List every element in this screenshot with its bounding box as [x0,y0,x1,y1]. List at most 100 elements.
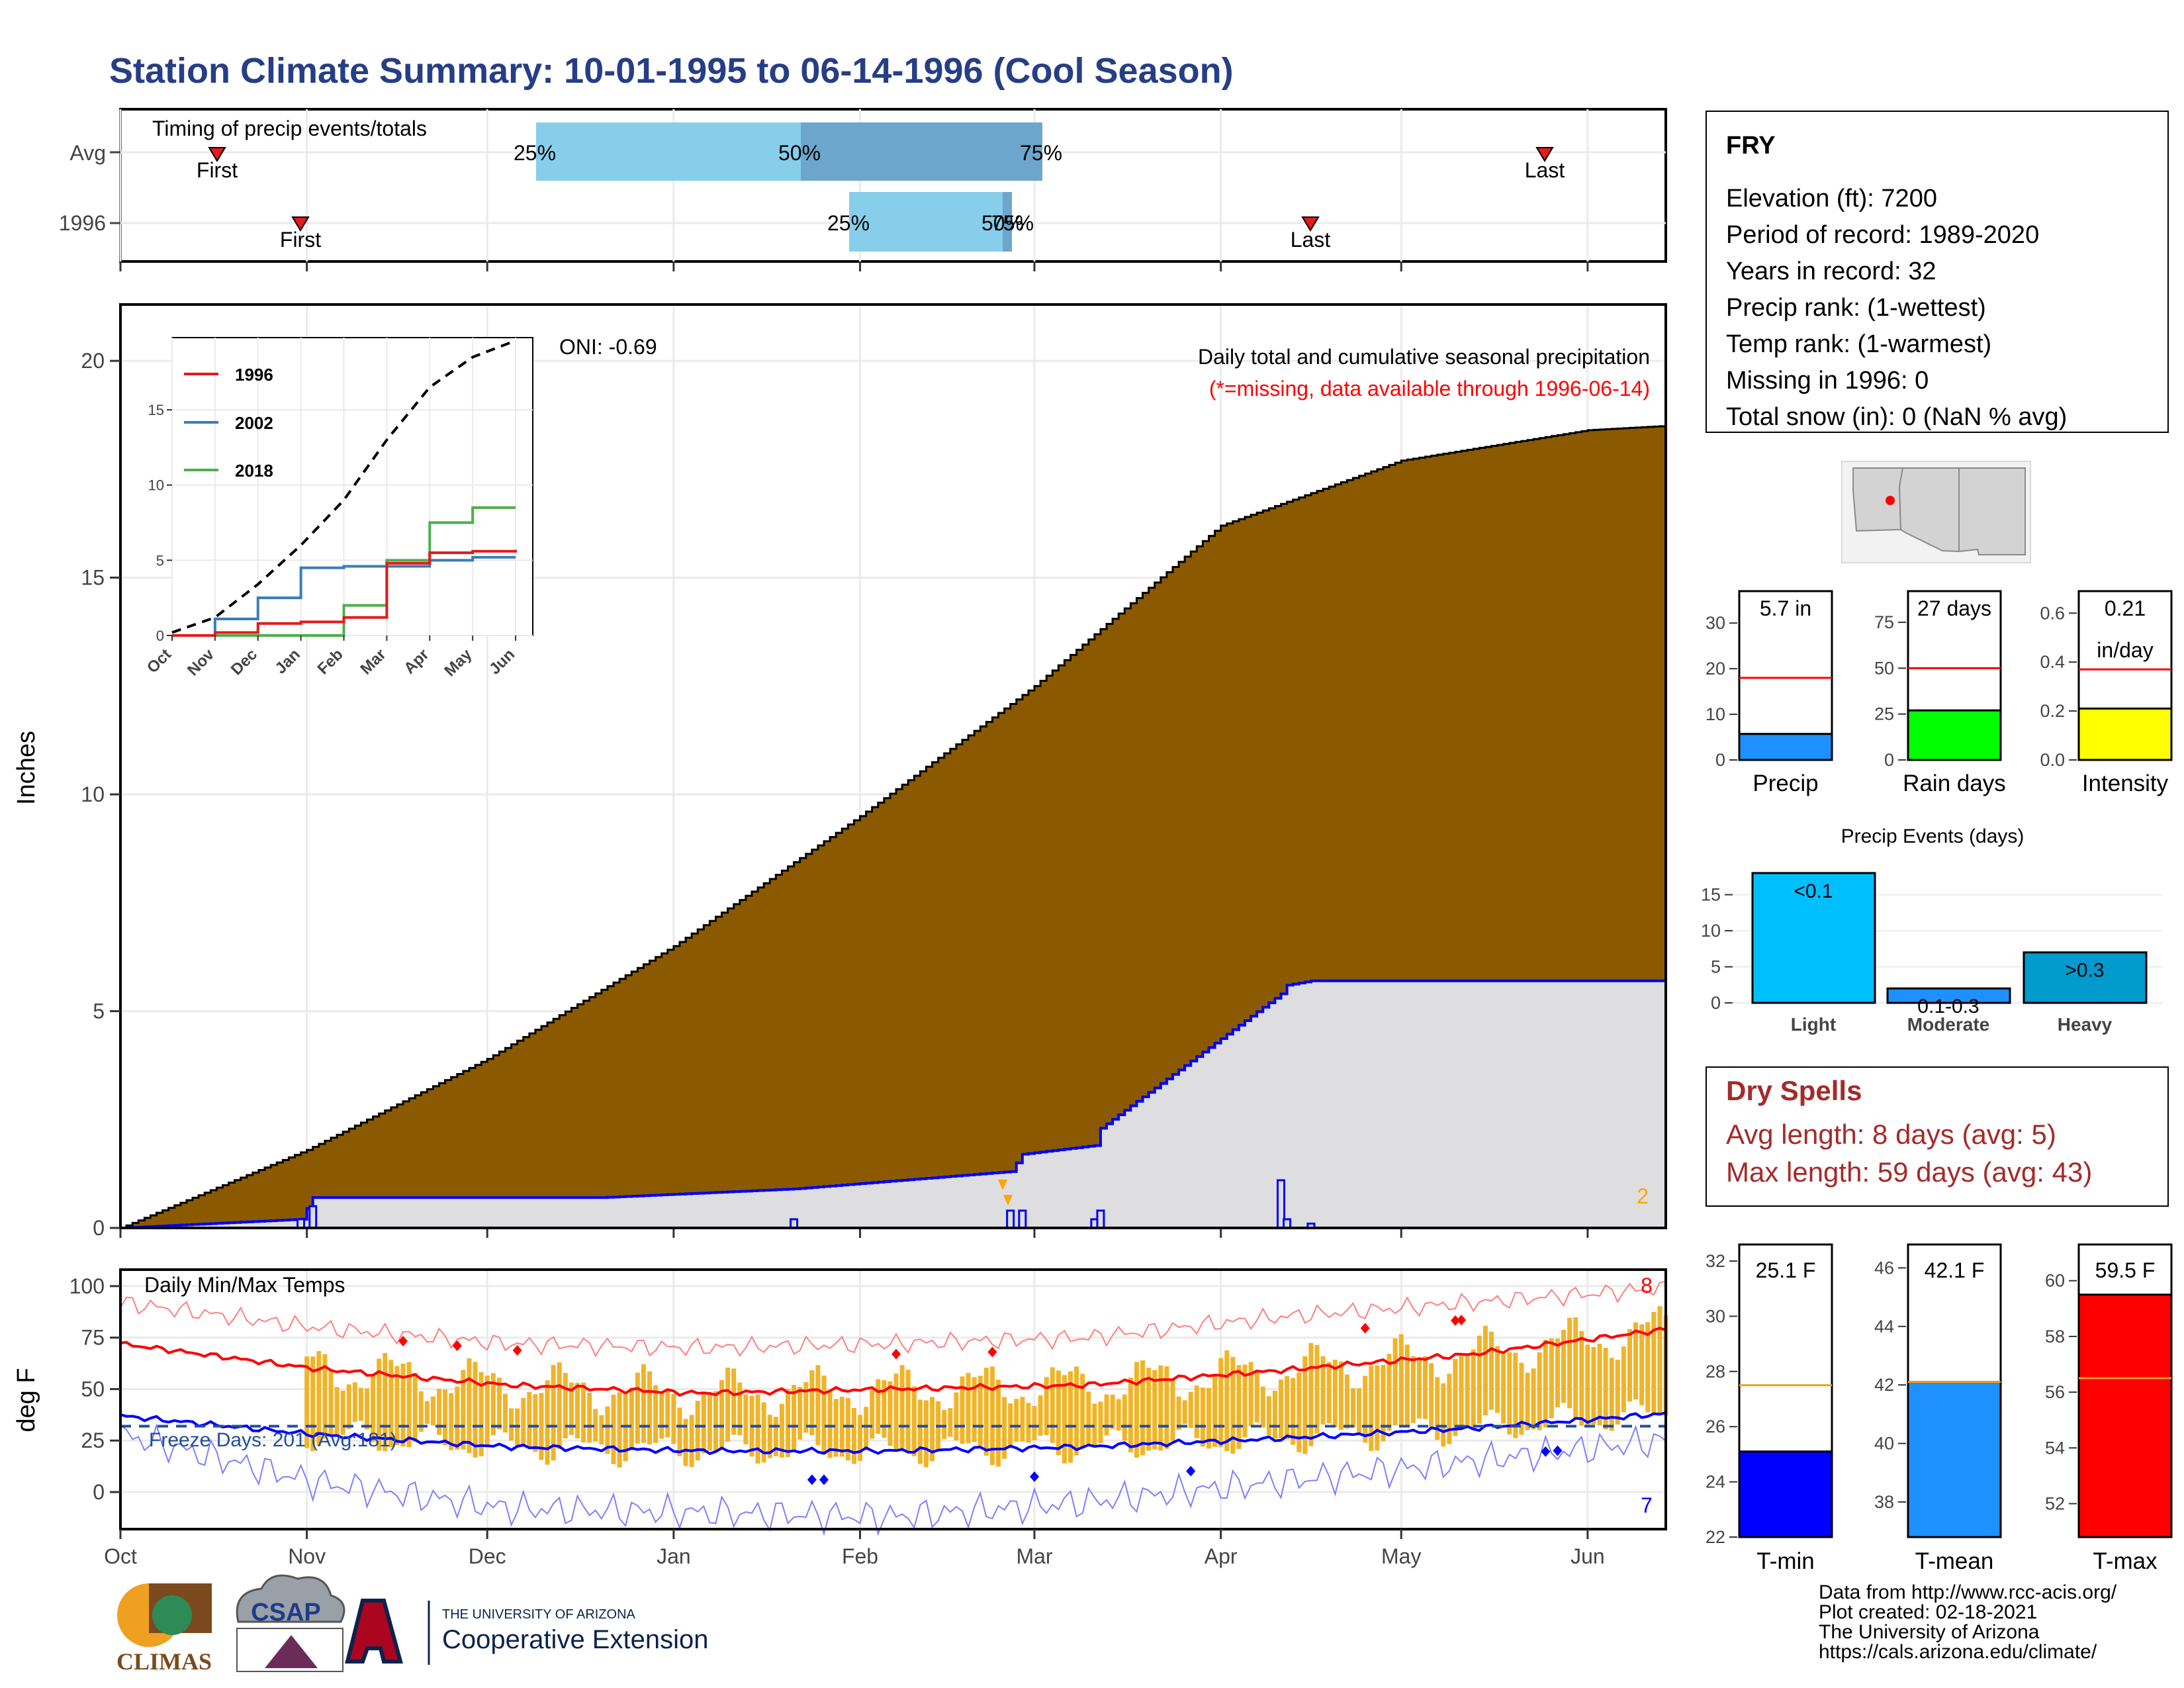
daily-temp-bar [1482,1325,1488,1416]
precip-events-chart: Precip Events (days) <0.1 0.1-0.3 >0.3 0 5 1… [1701,825,2163,1035]
daily-temp-bar [1326,1362,1332,1424]
daily-temp-bar [383,1352,388,1452]
daily-temp-bar [521,1397,526,1448]
climas-logo-text: CLIMAS [116,1648,212,1675]
daily-temp-bar [821,1376,827,1455]
daily-temp-bar [653,1385,659,1443]
daily-temp-bar [870,1389,875,1439]
daily-temp-bar [1236,1365,1242,1449]
daily-temp-bar [424,1401,430,1425]
daily-temp-bar [1621,1346,1626,1413]
record-low-marker [1186,1466,1196,1477]
temp-x-tick-label: Apr [1205,1544,1238,1568]
daily-temp-bar [1206,1387,1211,1449]
temp-bottom-count: 7 [1641,1493,1653,1517]
daily-temp-bar [1285,1376,1290,1440]
daily-temp-bar [887,1381,893,1446]
summary-bar-value [2077,707,2173,761]
daily-temp-bar [490,1373,496,1436]
station-location-dot [1886,496,1895,505]
season-cumulative-area [120,979,1667,1229]
station-line-1: Elevation (ft): 7200 [1726,185,1937,212]
timing-1996-last-label: Last [1291,228,1331,252]
daily-temp-bar [1344,1374,1349,1429]
daily-temp-bar [1080,1374,1085,1449]
daily-temp-bar [1050,1367,1055,1443]
daily-temp-bar [502,1393,508,1433]
daily-temp-bar [725,1367,731,1442]
daily-temp-bar [1501,1354,1506,1424]
precip-events-bars: <0.1 0.1-0.3 >0.3 [1751,872,2148,1017]
ua-logo-small-text: THE UNIVERSITY OF ARIZONA [442,1607,636,1622]
daily-temp-bar [1369,1366,1374,1451]
summary-y-tick-label: 10 [1706,704,1725,724]
timing-avg-p25: 25% [514,141,556,165]
precip-missing-note: (*=missing, data available through 1996-… [1209,377,1650,400]
daily-temp-bar [1134,1362,1139,1458]
summary-y-tick-label: 0.4 [2040,652,2065,672]
daily-temp-bar [1122,1394,1127,1441]
summary-bar-value-label-2: in/day [2097,638,2153,662]
daily-temp-bar [1573,1317,1578,1419]
temp-panel-frame [119,1268,1667,1530]
daily-temp-bar [1254,1370,1259,1423]
temp-x-axis: Oct Nov Dec Jan Feb Mar Apr May Jun [104,1529,1605,1568]
timing-panel: Timing of precip events/totals Avg 1996 … [59,108,1667,271]
precip-events-bar-label: 0.1-0.3 [1917,996,1979,1017]
summary-bar-category-label: Rain days [1903,771,2006,796]
daily-temp-bar [917,1399,923,1464]
temp-summary-y-tick-label: 40 [1874,1434,1894,1454]
summary-y-tick-label: 75 [1874,612,1894,632]
daily-temp-bar [1086,1391,1091,1447]
state-new-mexico-shape [1958,467,2026,555]
summary-bar-category-label: Intensity [2082,771,2169,796]
record-max-line [120,1280,1666,1358]
climas-logo: CLIMAS [116,1583,212,1675]
daily-temp-bar [581,1382,586,1443]
daily-temp-bar [358,1387,363,1421]
daily-temp-bar [1176,1396,1181,1430]
temp-summary-y-tick-label: 54 [2045,1438,2065,1458]
record-markers [398,1315,1563,1485]
daily-temp-bar [1447,1374,1452,1444]
timing-1996-last-marker [1301,216,1320,232]
timing-1996-p50: 50% [981,211,1024,235]
daily-temp-bar [461,1370,466,1450]
record-high-marker [452,1340,462,1351]
ua-logo: THE UNIVERSITY OF ARIZONA Cooperative Ex… [345,1599,708,1665]
ua-a-mark-icon [345,1599,403,1664]
summary-y-tick-label: 0 [1715,750,1725,770]
daily-temp-bar [1116,1399,1121,1431]
daily-temp-bars [304,1306,1668,1468]
daily-temp-bar [1104,1394,1109,1436]
precip-events-y-tick-label: 10 [1701,921,1721,941]
temp-summary-y-tick-label: 60 [2045,1271,2065,1291]
daily-temp-bar [1218,1358,1224,1448]
record-low-marker [1541,1446,1551,1457]
daily-temp-bar [923,1400,929,1468]
precip-events-y-tick-label: 15 [1701,885,1721,905]
daily-temp-bar [1308,1342,1314,1446]
record-low-marker [1030,1471,1040,1482]
daily-temp-bar [1230,1356,1236,1454]
temp-top-count: 8 [1641,1274,1653,1297]
daily-temp-bar [1429,1363,1434,1428]
precip-panel-frame [119,303,1667,1229]
summary-bars: 0 10 20 30 5.7 in Precip 0 25 50 75 27 days Rain da… [1706,590,2173,796]
daily-temp-bar [1302,1356,1308,1454]
summary-y-tick-label: 0 [1884,750,1894,770]
daily-temp-bar [773,1417,778,1456]
daily-temp-bar [563,1372,568,1438]
summary-y-tick-label: 0.6 [2040,603,2065,623]
daily-temp-bar [1158,1365,1163,1451]
dry-spells-frame [1706,1066,2169,1207]
temp-x-tick-label: Mar [1016,1544,1052,1568]
daily-temp-bar [430,1396,435,1426]
summary-bar-value-label: 27 days [1917,596,1991,620]
station-box: FRY Elevation (ft): 7200 Period of recor… [1706,111,2169,433]
daily-temp-bar [1513,1352,1518,1438]
daily-temp-bar [1387,1354,1392,1431]
daily-temp-bar [1609,1358,1614,1431]
daily-temp-bar [911,1386,917,1456]
daily-temp-bar [779,1403,784,1458]
